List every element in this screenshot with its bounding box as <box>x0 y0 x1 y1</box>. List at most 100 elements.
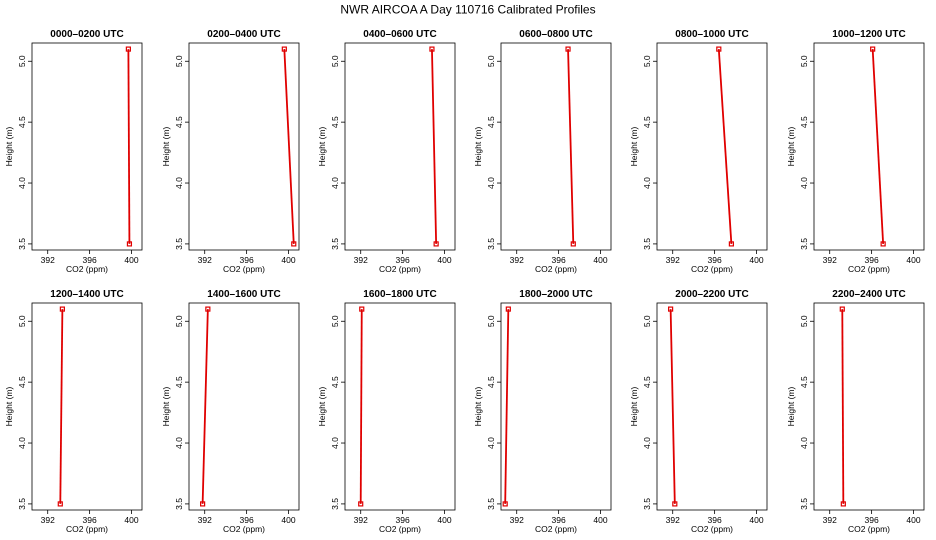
y-tick-label: 3.5 <box>330 498 340 510</box>
data-point <box>668 306 674 312</box>
y-tick-label: 5.0 <box>486 55 496 67</box>
profile-line <box>201 309 209 504</box>
data-point <box>870 46 876 52</box>
panel-title: 0600–0800 UTC <box>519 29 592 40</box>
profile-line <box>359 309 363 504</box>
y-tick-label: 3.5 <box>486 238 496 250</box>
y-tick-label: 3.5 <box>174 238 184 250</box>
x-tick-label: 400 <box>124 255 138 265</box>
data-point <box>59 306 65 312</box>
y-tick-label: 4.0 <box>17 177 27 189</box>
data-point <box>281 46 287 52</box>
y-tick-label: 4.5 <box>642 116 652 128</box>
panel-12: 2200–2400 UTC 392 396 400 3.5 4.0 4.5 5.0 CO2 (p… <box>786 289 925 534</box>
panel-title: 1800–2000 UTC <box>519 289 592 300</box>
panel-7: 1200–1400 UTC 392 396 400 3.5 4.0 4.5 5.0 CO2 (p… <box>4 289 143 534</box>
x-axis-label: CO2 (ppm) <box>535 264 577 274</box>
y-tick-label: 5.0 <box>799 315 809 327</box>
x-tick-label: 400 <box>437 255 451 265</box>
y-tick-label: 5.0 <box>174 315 184 327</box>
profile-line <box>283 49 295 244</box>
y-tick-label: 4.5 <box>17 116 27 128</box>
plot-frame <box>656 302 768 511</box>
y-axis-label: Height (m) <box>629 127 639 167</box>
data-point <box>358 501 364 507</box>
x-tick-label: 392 <box>823 515 837 525</box>
x-tick-label: 396 <box>396 515 410 525</box>
x-tick-label: 400 <box>124 515 138 525</box>
x-axis-label: CO2 (ppm) <box>223 524 265 534</box>
y-tick-label: 4.0 <box>799 177 809 189</box>
panel-title: 0800–1000 UTC <box>675 29 748 40</box>
y-tick-label: 3.5 <box>486 498 496 510</box>
y-tick-label: 4.5 <box>17 376 27 388</box>
y-axis-label: Height (m) <box>4 127 14 167</box>
x-tick-label: 396 <box>240 255 254 265</box>
y-tick-label: 3.5 <box>799 238 809 250</box>
data-point <box>505 306 511 312</box>
data-point <box>57 501 63 507</box>
y-tick-label: 5.0 <box>330 55 340 67</box>
plot-frame <box>344 42 456 251</box>
data-point <box>839 306 845 312</box>
data-point <box>126 241 133 247</box>
data-point <box>716 46 722 52</box>
data-point <box>433 241 439 247</box>
figure-title: NWR AIRCOA A Day 110716 Calibrated Profi… <box>340 3 595 17</box>
y-tick-label: 4.5 <box>486 376 496 388</box>
y-tick-label: 5.0 <box>642 315 652 327</box>
panel-title: 1400–1600 UTC <box>207 289 280 300</box>
panel-title: 1600–1800 UTC <box>363 289 436 300</box>
plot-frame <box>656 42 768 251</box>
x-tick-label: 396 <box>865 515 879 525</box>
y-tick-label: 5.0 <box>174 55 184 67</box>
x-tick-label: 392 <box>354 255 368 265</box>
x-tick-label: 392 <box>823 255 837 265</box>
x-tick-label: 396 <box>552 255 566 265</box>
x-tick-label: 392 <box>198 255 212 265</box>
y-tick-label: 3.5 <box>642 238 652 250</box>
panel-4: 0600–0800 UTC 392 396 400 3.5 4.0 4.5 5.0 CO2 (p… <box>473 29 612 274</box>
x-tick-label: 400 <box>281 255 295 265</box>
data-point <box>502 501 508 507</box>
data-point <box>880 241 886 247</box>
x-tick-label: 396 <box>865 255 879 265</box>
y-tick-label: 3.5 <box>174 498 184 510</box>
y-axis-label: Height (m) <box>786 387 796 427</box>
profile-line <box>567 49 575 244</box>
y-tick-label: 3.5 <box>330 238 340 250</box>
plot-frame <box>188 42 300 251</box>
y-tick-label: 4.0 <box>17 437 27 449</box>
x-tick-label: 400 <box>281 515 295 525</box>
panel-title: 0200–0400 UTC <box>207 29 280 40</box>
data-point <box>125 46 131 52</box>
data-point <box>728 241 734 247</box>
x-axis-label: CO2 (ppm) <box>379 264 421 274</box>
x-axis-label: CO2 (ppm) <box>66 524 108 534</box>
y-axis-label: Height (m) <box>161 127 171 167</box>
panel-11: 2000–2200 UTC 392 396 400 3.5 4.0 4.5 5.0 CO2 (p… <box>629 289 768 534</box>
y-tick-label: 4.5 <box>174 376 184 388</box>
panel-title: 1000–1200 UTC <box>832 29 905 40</box>
x-tick-label: 392 <box>666 515 680 525</box>
panel-6: 1000–1200 UTC 392 396 400 3.5 4.0 4.5 5.0 CO2 (p… <box>786 29 925 274</box>
x-tick-label: 392 <box>41 515 55 525</box>
y-axis-label: Height (m) <box>4 387 14 427</box>
panel-9: 1600–1800 UTC 392 396 400 3.5 4.0 4.5 5.0 CO2 (p… <box>317 289 456 534</box>
y-tick-label: 4.5 <box>486 116 496 128</box>
x-tick-label: 392 <box>510 515 524 525</box>
x-tick-label: 396 <box>240 515 254 525</box>
x-tick-label: 400 <box>906 255 920 265</box>
y-tick-label: 3.5 <box>799 498 809 510</box>
y-tick-label: 4.0 <box>330 437 340 449</box>
x-axis-label: CO2 (ppm) <box>66 264 108 274</box>
data-point <box>672 501 678 507</box>
panel-title: 2000–2200 UTC <box>675 289 748 300</box>
y-tick-label: 4.0 <box>486 437 496 449</box>
panel-title: 0400–0600 UTC <box>363 29 436 40</box>
plot-frame <box>813 302 925 511</box>
data-point <box>840 501 846 507</box>
y-tick-label: 4.0 <box>642 177 652 189</box>
y-tick-label: 3.5 <box>17 238 27 250</box>
